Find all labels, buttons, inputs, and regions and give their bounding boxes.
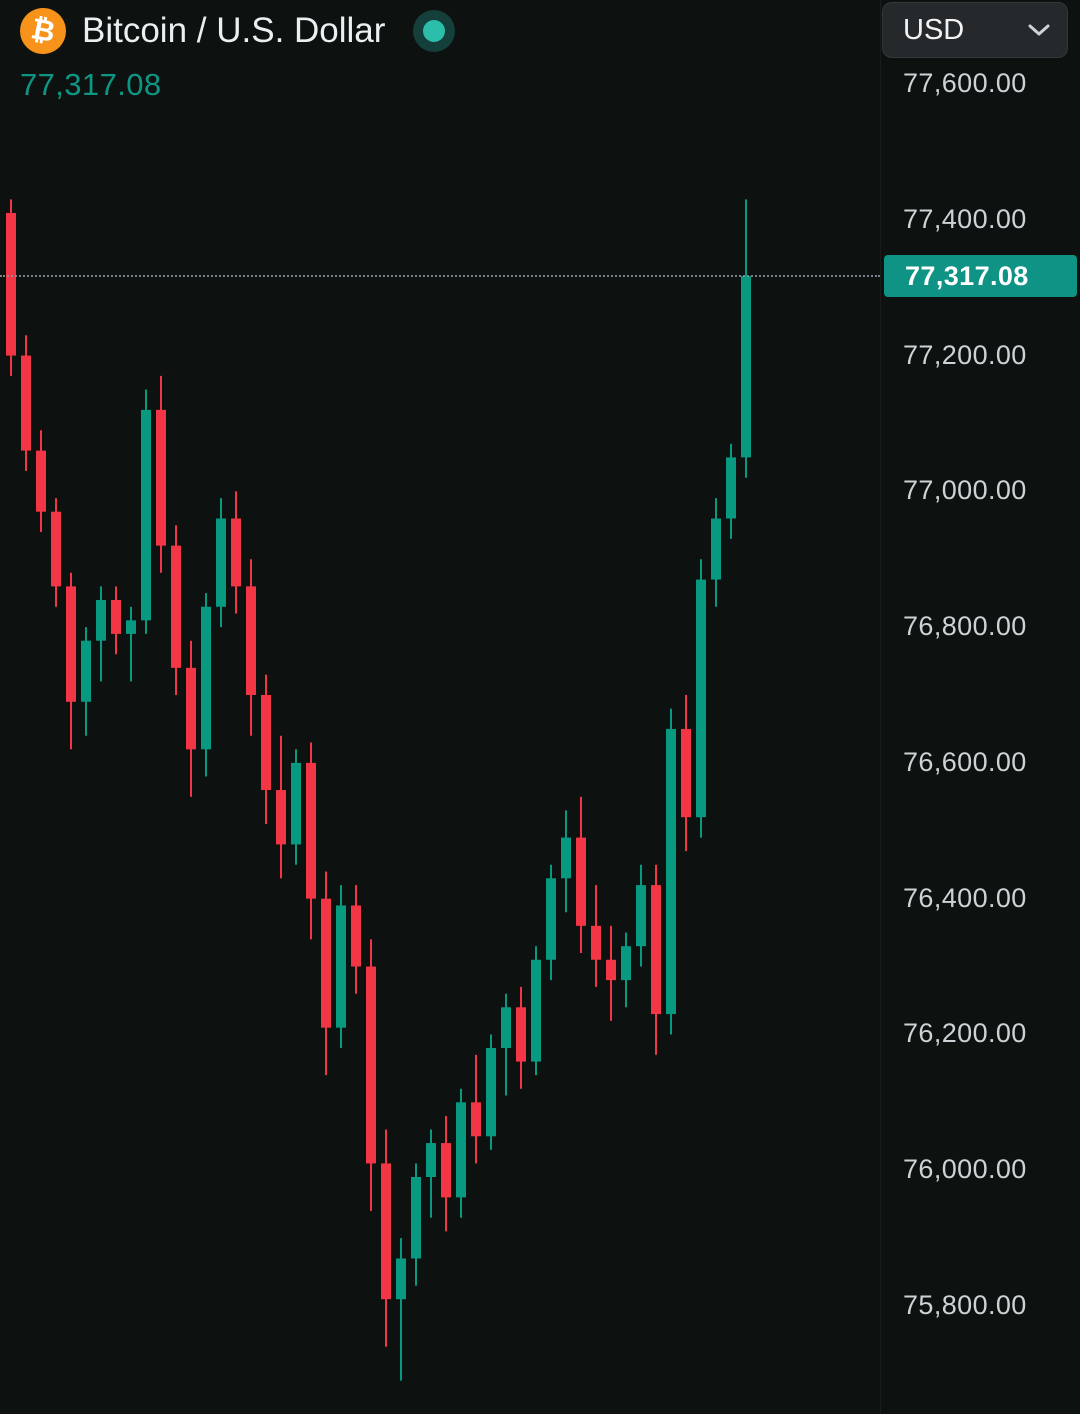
axis-label: 77,200.00 xyxy=(903,339,1027,370)
candle-body xyxy=(471,1102,481,1137)
candle-body xyxy=(381,1163,391,1300)
axis-label: 76,000.00 xyxy=(903,1154,1027,1185)
candle-body xyxy=(636,885,646,947)
candle-body xyxy=(396,1258,406,1300)
candle-body xyxy=(516,1007,526,1062)
candle-body xyxy=(441,1143,451,1198)
candle-body xyxy=(216,518,226,607)
market-open-dot-icon xyxy=(423,20,446,42)
candle-body xyxy=(291,762,301,845)
price-badge: 77,317.08 xyxy=(884,255,1077,298)
currency-selector[interactable]: USD xyxy=(882,2,1068,58)
symbol-header-row: ₿ Bitcoin / U.S. Dollar xyxy=(16,4,456,58)
candle-body xyxy=(501,1007,511,1049)
bitcoin-logo-icon: ₿ xyxy=(16,4,70,58)
candle-body xyxy=(336,905,346,1028)
candle-body xyxy=(156,409,166,546)
axis-label: 76,400.00 xyxy=(903,882,1027,913)
candle-body xyxy=(696,579,706,818)
candle-body xyxy=(186,667,196,750)
candle-body xyxy=(456,1102,466,1198)
candle-body xyxy=(261,695,271,791)
price-line xyxy=(0,275,880,278)
axis-label: 77,000.00 xyxy=(903,475,1027,506)
axis-label: 77,600.00 xyxy=(903,68,1027,98)
candle-body xyxy=(306,762,316,899)
chevron-down-icon xyxy=(1028,24,1050,36)
axis-label: 76,600.00 xyxy=(903,746,1027,777)
candle-body xyxy=(366,966,376,1164)
candle-body xyxy=(576,837,586,926)
candle-body xyxy=(141,409,151,621)
candle-body xyxy=(81,640,91,702)
candle-body xyxy=(351,905,361,967)
candle-body xyxy=(276,790,286,845)
candle-body xyxy=(561,837,571,879)
current-price: 77,317.08 xyxy=(20,67,162,102)
chart-header: ₿ Bitcoin / U.S. Dollar 77,317.08 xyxy=(0,0,456,103)
candle-body xyxy=(6,212,16,356)
candle-body xyxy=(66,586,76,702)
candle-body xyxy=(726,457,736,519)
candle-body xyxy=(36,450,46,512)
candle-body xyxy=(51,511,61,587)
candle-body xyxy=(126,620,136,634)
candle-body xyxy=(246,586,256,695)
candle-body xyxy=(231,518,241,587)
candle-body xyxy=(591,925,601,960)
candle-body xyxy=(21,355,31,451)
currency-selector-value: USD xyxy=(903,13,965,46)
candle-body xyxy=(711,518,721,580)
axis-label: 75,800.00 xyxy=(903,1290,1027,1320)
candle-body xyxy=(531,959,541,1062)
symbol-title: Bitcoin / U.S. Dollar xyxy=(82,11,386,50)
chart-area[interactable] xyxy=(0,0,880,1414)
candle-body xyxy=(321,898,331,1028)
candle-body xyxy=(411,1177,421,1259)
candlestick-chart[interactable] xyxy=(0,0,880,1414)
candle-body xyxy=(111,599,121,634)
candle-body xyxy=(96,599,106,641)
axis-label: 77,400.00 xyxy=(903,203,1027,234)
candle-body xyxy=(606,959,616,981)
candle-body xyxy=(621,946,631,981)
candle-body xyxy=(741,276,751,458)
candle-body xyxy=(546,878,556,960)
candle-body xyxy=(486,1048,496,1137)
price-axis[interactable]: 77,317.08 77,600.00 77,400.00 77,200.00 77,… xyxy=(880,0,1080,1414)
candle-body xyxy=(171,545,181,668)
candle-body xyxy=(201,606,211,750)
candle-body xyxy=(426,1143,436,1178)
candle-body xyxy=(666,728,676,1015)
market-status-icon xyxy=(413,10,456,52)
candle-body xyxy=(681,728,691,818)
axis-label: 76,200.00 xyxy=(903,1018,1027,1049)
axis-label: 76,800.00 xyxy=(903,611,1027,642)
candle-body xyxy=(651,885,661,1015)
